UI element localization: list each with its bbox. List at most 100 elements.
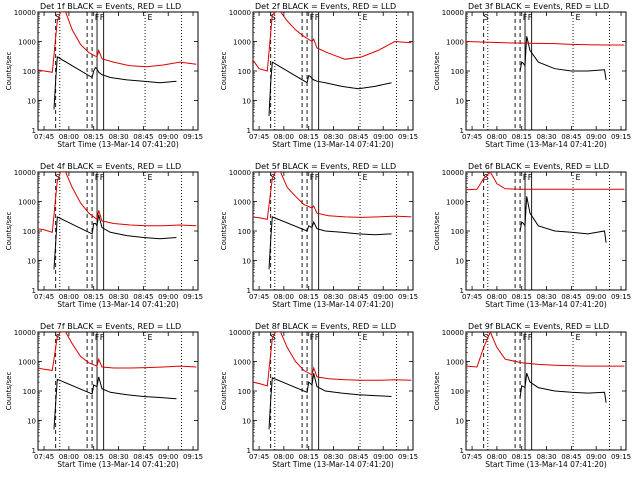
x-axis-label: Start Time (13-Mar-14 07:41:20)	[485, 460, 607, 469]
y-tick-label: 1	[247, 287, 251, 295]
x-axis-label: Start Time (13-Mar-14 07:41:20)	[485, 300, 607, 309]
x-tick-label: 08:00	[487, 133, 507, 141]
lld-series-line	[466, 332, 625, 368]
lld-series-line	[466, 172, 625, 191]
panel-det-1f: Det 1f BLACK = Events, RED = LLD 1 10 100 10…	[5, 2, 203, 149]
x-tick-label: 09:00	[586, 133, 606, 141]
x-tick-label: 08:30	[108, 453, 128, 461]
marker-label: E	[147, 333, 152, 342]
marker-label: E	[575, 13, 580, 22]
panel-det-7f: Det 7f BLACK = Events, RED = LLD 1 10 100 10…	[5, 322, 203, 469]
panel-title: Det 4f BLACK = Events, RED = LLD	[40, 162, 181, 171]
x-tick-label: 08:00	[59, 453, 79, 461]
x-tick-label: 08:45	[561, 453, 581, 461]
x-tick-label: 08:45	[348, 293, 368, 301]
x-tick-label: 09:00	[373, 453, 393, 461]
y-tick-label: 100	[451, 388, 464, 396]
y-tick-label: 10	[242, 98, 251, 106]
plot-frame	[252, 11, 414, 131]
y-axis-label: Counts/sec	[433, 372, 441, 411]
y-tick-label: 100	[451, 228, 464, 236]
y-tick-label: 1	[460, 287, 464, 295]
y-axis-label: Counts/sec	[220, 372, 228, 411]
y-tick-label: 10	[455, 258, 464, 266]
x-tick-label: 08:45	[561, 133, 581, 141]
x-axis-label: Start Time (13-Mar-14 07:41:20)	[272, 460, 394, 469]
y-tick-label: 10000	[229, 9, 251, 17]
marker-label: F	[310, 173, 315, 182]
x-tick-label: 08:00	[274, 453, 294, 461]
x-tick-label: 09:00	[586, 293, 606, 301]
x-tick-label: 08:15	[299, 453, 319, 461]
y-tick-label: 100	[238, 68, 251, 76]
x-tick-label: 08:15	[299, 133, 319, 141]
y-axis-label: Counts/sec	[220, 212, 228, 251]
x-tick-label: 09:00	[158, 453, 178, 461]
marker-label: E	[362, 13, 367, 22]
x-tick-label: 08:15	[512, 453, 532, 461]
y-tick-label: 1	[32, 447, 36, 455]
marker-label: F	[95, 333, 100, 342]
panel-title: Det 8f BLACK = Events, RED = LLD	[255, 322, 396, 331]
y-axis-label: Counts/sec	[220, 52, 228, 91]
x-tick-label: 08:00	[59, 293, 79, 301]
y-tick-label: 10000	[229, 169, 251, 177]
x-tick-label: 08:15	[512, 133, 532, 141]
x-tick-label: 08:15	[512, 293, 532, 301]
x-tick-label: 09:15	[398, 293, 418, 301]
events-series-line	[268, 61, 392, 116]
lld-series-line	[253, 332, 412, 387]
x-tick-label: 08:30	[536, 453, 556, 461]
y-tick-label: 100	[23, 68, 36, 76]
panel-title: Det 9f BLACK = Events, RED = LLD	[468, 322, 609, 331]
y-tick-label: 10	[27, 258, 36, 266]
y-tick-label: 1000	[446, 359, 464, 367]
y-tick-label: 10000	[14, 169, 36, 177]
x-tick-label: 08:30	[323, 293, 343, 301]
x-tick-label: 08:30	[323, 133, 343, 141]
y-tick-label: 10	[27, 418, 36, 426]
y-tick-label: 1	[32, 127, 36, 135]
events-series-line	[519, 36, 607, 80]
x-tick-label: 08:00	[487, 453, 507, 461]
marker-label: F	[528, 333, 533, 342]
x-tick-label: 07:45	[249, 133, 269, 141]
panel-det-6f: Det 6f BLACK = Events, RED = LLD 1 10 100 10…	[433, 162, 631, 309]
x-tick-label: 09:15	[611, 293, 631, 301]
lld-series-line	[466, 41, 625, 46]
x-tick-label: 08:30	[323, 453, 343, 461]
y-axis-label: Counts/sec	[5, 52, 13, 91]
panel-title: Det 3f BLACK = Events, RED = LLD	[468, 2, 609, 11]
plot-frame	[37, 11, 199, 131]
marker-label: F	[315, 13, 320, 22]
y-tick-label: 10	[455, 418, 464, 426]
x-tick-label: 07:45	[249, 293, 269, 301]
plot-frame	[37, 171, 199, 291]
y-tick-label: 1000	[233, 199, 251, 207]
x-tick-label: 09:15	[183, 293, 203, 301]
y-tick-label: 100	[238, 228, 251, 236]
x-tick-label: 09:15	[398, 133, 418, 141]
marker-label: F	[310, 13, 315, 22]
x-tick-label: 09:15	[183, 133, 203, 141]
marker-label: F	[95, 173, 100, 182]
plot-frame	[252, 331, 414, 451]
marker-label: E	[147, 173, 152, 182]
marker-label: S	[271, 13, 276, 22]
lld-series-line	[38, 172, 197, 233]
x-tick-label: 09:15	[611, 453, 631, 461]
x-tick-label: 08:45	[133, 293, 153, 301]
panel-title: Det 2f BLACK = Events, RED = LLD	[255, 2, 396, 11]
y-tick-label: 100	[451, 68, 464, 76]
x-tick-label: 07:45	[34, 453, 54, 461]
events-series-line	[53, 376, 177, 430]
marker-label: F	[95, 13, 100, 22]
marker-label: E	[362, 333, 367, 342]
events-series-line	[268, 216, 392, 270]
x-tick-label: 09:15	[611, 133, 631, 141]
x-axis-label: Start Time (13-Mar-14 07:41:20)	[57, 460, 179, 469]
x-tick-label: 07:45	[34, 133, 54, 141]
x-tick-label: 09:00	[586, 453, 606, 461]
events-series-line	[53, 214, 177, 270]
y-tick-label: 100	[23, 388, 36, 396]
